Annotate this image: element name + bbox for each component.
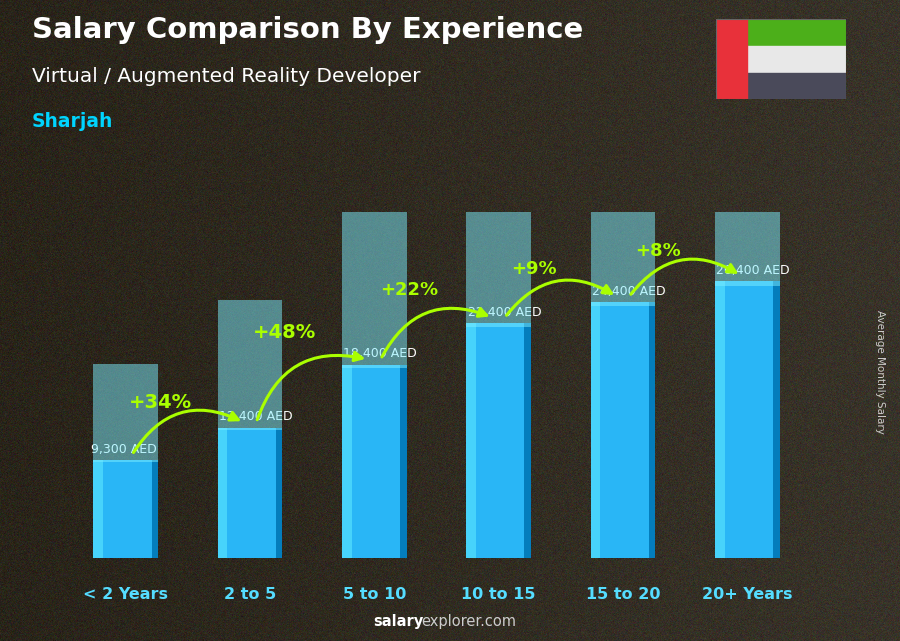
Bar <box>400 365 407 558</box>
Text: 22,400 AED: 22,400 AED <box>468 306 541 319</box>
Text: Average Monthly Salary: Average Monthly Salary <box>875 310 886 434</box>
Text: +34%: +34% <box>129 393 192 412</box>
Bar <box>715 281 724 558</box>
Text: < 2 Years: < 2 Years <box>84 587 168 602</box>
Bar <box>151 460 158 558</box>
Text: 24,400 AED: 24,400 AED <box>592 285 665 297</box>
Bar <box>590 302 655 558</box>
Bar <box>94 364 158 462</box>
Text: 15 to 20: 15 to 20 <box>586 587 661 602</box>
Text: Sharjah: Sharjah <box>32 112 112 131</box>
Text: 5 to 10: 5 to 10 <box>343 587 406 602</box>
Text: 9,300 AED: 9,300 AED <box>91 443 157 456</box>
Bar <box>466 322 476 558</box>
Text: +22%: +22% <box>380 281 438 299</box>
Text: 2 to 5: 2 to 5 <box>224 587 276 602</box>
Bar <box>525 322 531 558</box>
Bar <box>773 281 779 558</box>
Text: +9%: +9% <box>510 260 556 278</box>
Text: 12,400 AED: 12,400 AED <box>219 410 292 424</box>
Bar <box>747 46 846 72</box>
Bar <box>342 175 407 368</box>
Text: explorer.com: explorer.com <box>421 615 517 629</box>
Text: Salary Comparison By Experience: Salary Comparison By Experience <box>32 16 583 44</box>
Bar <box>94 460 158 558</box>
Bar <box>342 365 407 558</box>
Bar <box>218 428 228 558</box>
Text: 18,400 AED: 18,400 AED <box>343 347 417 360</box>
Bar <box>590 302 600 558</box>
Text: Virtual / Augmented Reality Developer: Virtual / Augmented Reality Developer <box>32 67 420 87</box>
Text: +48%: +48% <box>253 322 317 342</box>
Bar <box>218 300 283 430</box>
Bar <box>94 460 104 558</box>
Bar <box>649 302 655 558</box>
Bar <box>716 19 747 99</box>
Text: 26,400 AED: 26,400 AED <box>716 263 790 276</box>
Bar <box>342 365 352 558</box>
Bar <box>218 428 283 558</box>
Text: salary: salary <box>374 615 424 629</box>
Bar <box>715 9 779 286</box>
Text: 10 to 15: 10 to 15 <box>462 587 536 602</box>
Bar <box>466 92 531 327</box>
Text: 20+ Years: 20+ Years <box>702 587 793 602</box>
Bar <box>747 19 846 46</box>
Bar <box>715 281 779 558</box>
Bar <box>590 51 655 306</box>
Bar <box>276 428 283 558</box>
Bar <box>466 322 531 558</box>
Bar <box>747 72 846 99</box>
Text: +8%: +8% <box>634 242 680 260</box>
